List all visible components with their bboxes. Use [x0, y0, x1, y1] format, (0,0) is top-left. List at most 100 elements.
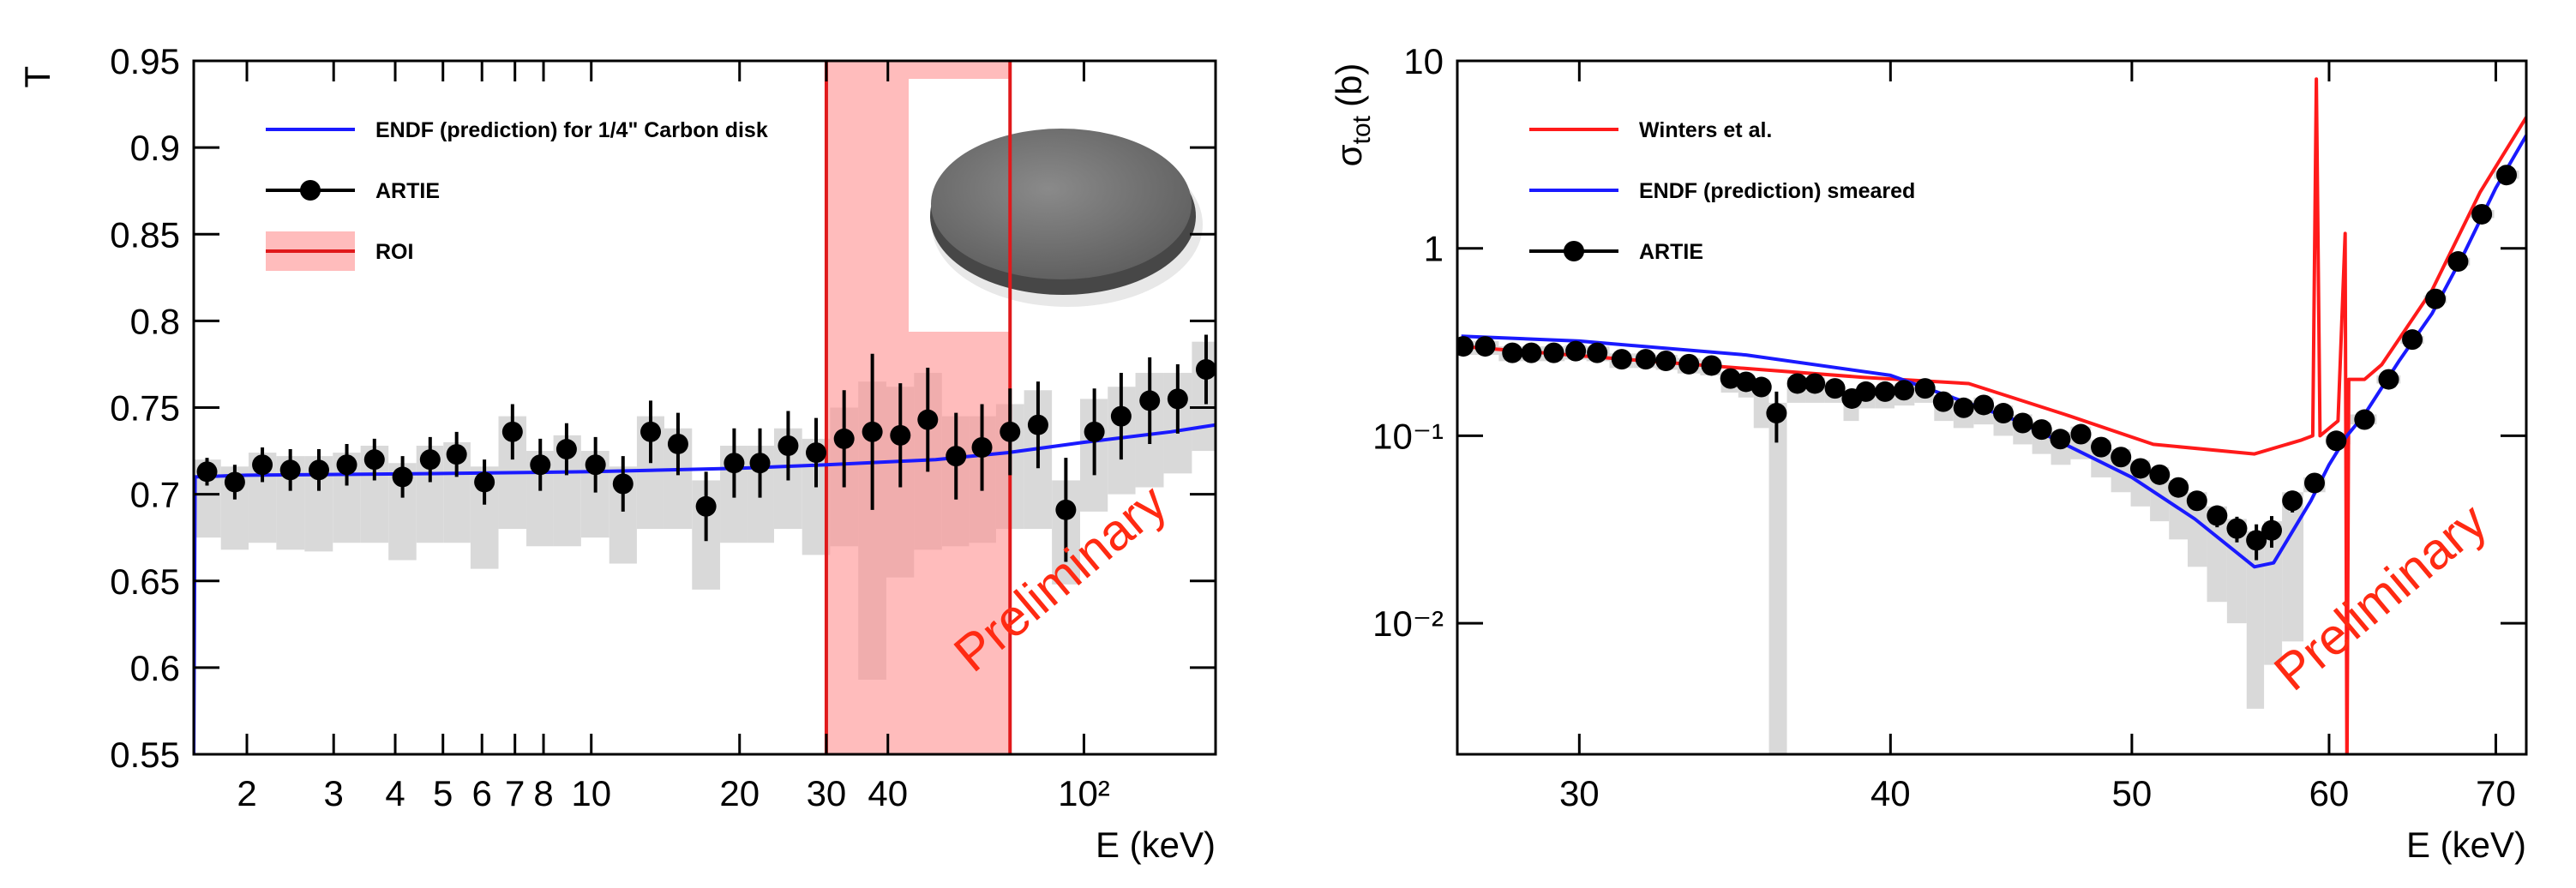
data-point [2031, 419, 2052, 441]
y-label-unit: (b) [1329, 63, 1369, 107]
data-point [2282, 490, 2303, 512]
legend-marker [300, 180, 321, 201]
data-point [1855, 381, 1876, 402]
data-point [2471, 203, 2493, 225]
data-point [1993, 403, 2015, 424]
data-point [1953, 397, 1974, 418]
y-tick-label: 10⁻¹ [1372, 416, 1444, 456]
x-tick-label: 3 [324, 773, 344, 813]
data-point [917, 409, 939, 430]
x-tick-label: 10² [1058, 773, 1110, 813]
y-axis-label: T [17, 66, 57, 88]
front-layer: 2 3 4 5 6 7 8 10 20 30 40 10² 0.55 0.6 0.65 0.7 0.75 0.8 0… [17, 41, 2528, 865]
data-point [2050, 429, 2071, 450]
data-point [2207, 505, 2228, 526]
data-point [392, 466, 413, 488]
data-point [1875, 381, 1896, 402]
data-point [1521, 342, 1542, 363]
data-point [806, 442, 827, 464]
x-tick-label: 30 [1559, 773, 1600, 813]
data-point [1973, 394, 1995, 416]
systematic-band [2188, 492, 2207, 567]
y-tick-label: 1 [1424, 229, 1444, 269]
data-point [2378, 369, 2399, 390]
legend-label: ROI [375, 240, 413, 264]
data-point [1750, 376, 1772, 398]
x-tick-label: 20 [719, 773, 760, 813]
data-point [1786, 373, 1808, 394]
data-point [612, 473, 633, 495]
data-point [1701, 355, 1722, 376]
data-point [2354, 409, 2375, 430]
data-point [1635, 349, 1656, 370]
data-point [2149, 464, 2171, 485]
data-point [1932, 391, 1954, 412]
data-point [2326, 430, 2347, 452]
data-point [363, 449, 385, 471]
data-point [1055, 499, 1077, 520]
plot-front [1457, 77, 2526, 754]
data-point [1824, 378, 1846, 399]
data-point [2496, 165, 2518, 186]
systematic-band [2226, 519, 2247, 624]
y-axis-label: σtot (b) [1329, 63, 1376, 167]
data-point [1543, 342, 1564, 363]
legend-label: ARTIE [375, 179, 440, 203]
systematic-band [2207, 506, 2227, 603]
data-point [2012, 412, 2033, 434]
x-tick-label: 8 [533, 773, 553, 813]
systematic-band [2282, 492, 2304, 642]
data-point [2447, 251, 2469, 273]
x-axis-label: E (keV) [1096, 825, 1216, 865]
data-point [695, 495, 717, 517]
data-point [1139, 390, 1161, 411]
data-point [279, 459, 301, 481]
data-point [1167, 388, 1188, 410]
data-point [336, 454, 357, 476]
data-point [1565, 340, 1587, 362]
x-tick-label: 40 [868, 773, 908, 813]
x-tick-label: 40 [1870, 773, 1911, 813]
data-point [2226, 518, 2248, 539]
x-axis-label: E (keV) [2406, 825, 2526, 865]
disk-face [931, 129, 1192, 279]
data-point [308, 459, 329, 481]
y-tick-label: 0.6 [130, 648, 180, 688]
data-point [2246, 530, 2267, 551]
legend-label: ENDF (prediction) smeared [1639, 179, 1915, 203]
data-point [724, 453, 745, 474]
y-tick-label: 0.85 [110, 214, 180, 255]
x-tick-label: 50 [2112, 773, 2153, 813]
data-point [862, 421, 883, 442]
data-point [890, 424, 911, 446]
data-point [1894, 380, 1915, 401]
data-point [946, 446, 967, 467]
data-point [224, 471, 245, 493]
data-point [778, 435, 799, 456]
legend-label: ENDF (prediction) for 1/4" Carbon disk [375, 118, 768, 142]
y-tick-label: 0.95 [110, 41, 180, 81]
data-point [501, 421, 523, 442]
data-point [1678, 353, 1700, 375]
x-tick-label: 60 [2309, 773, 2350, 813]
data-point [419, 449, 441, 471]
data-point [1914, 378, 1936, 399]
data-point [1502, 342, 1523, 363]
x-tick-label: 6 [472, 773, 492, 813]
data-point [555, 439, 577, 460]
data-point [2402, 329, 2423, 351]
data-point [1110, 405, 1132, 427]
x-tick-label: 30 [807, 773, 847, 813]
y-tick-label: 0.8 [130, 301, 180, 341]
plot-front [194, 61, 1216, 754]
data-point [1766, 403, 1787, 424]
data-point [2425, 288, 2447, 309]
plot-back [1457, 170, 2519, 754]
data-point [1720, 368, 1741, 389]
data-point [1000, 421, 1021, 442]
data-point [1804, 373, 1826, 394]
data-point [530, 454, 551, 476]
data-point [1611, 349, 1632, 370]
